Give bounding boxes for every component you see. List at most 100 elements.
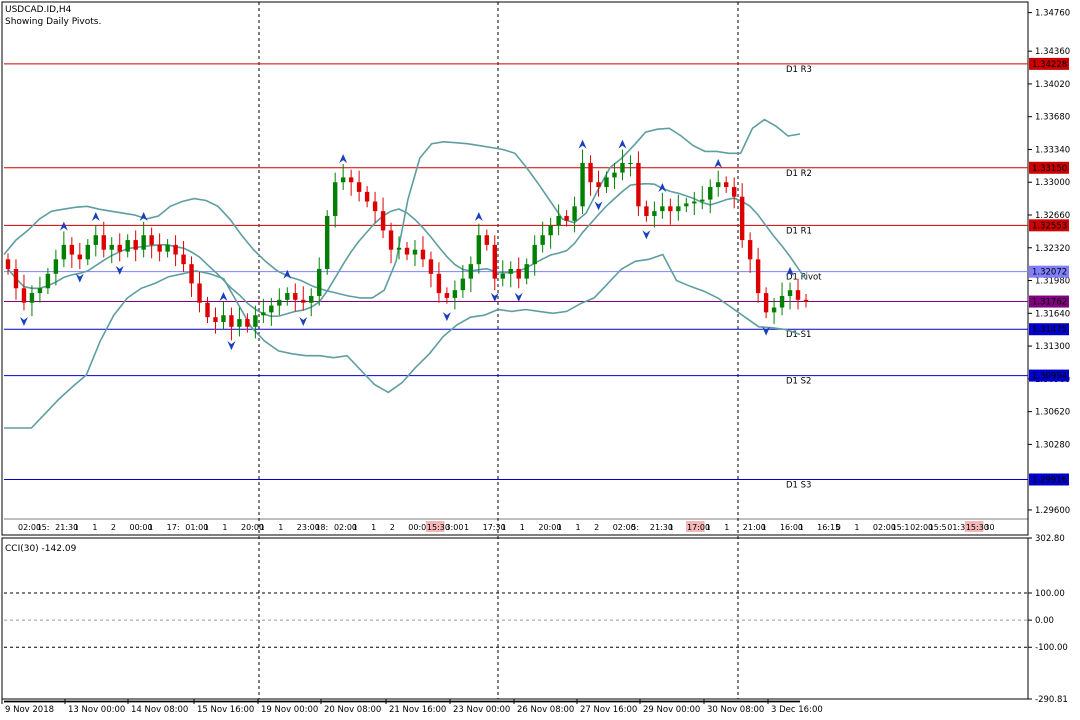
candle-body bbox=[540, 235, 545, 245]
session-label: 02:00 bbox=[334, 523, 357, 532]
session-label: 21:30 bbox=[650, 523, 673, 532]
level-tag-label: 1.30994 bbox=[1032, 372, 1067, 382]
price-axis: 1.34760 1.34360 1.34020 1.33680 1.33340 1.330… bbox=[1028, 9, 1070, 516]
session-label: 15:5 bbox=[929, 523, 947, 532]
level-tag-box bbox=[1029, 369, 1069, 382]
session-label: 1 bbox=[371, 523, 376, 532]
candle-body bbox=[317, 268, 322, 296]
price-tick-label: 1.34020 bbox=[1035, 80, 1070, 90]
price-tick-label: 1.31980 bbox=[1035, 277, 1070, 287]
time-tick-label: 23 Nov 00:00 bbox=[453, 705, 510, 715]
session-label: 3:00 bbox=[445, 523, 463, 532]
session-label: 01:00 bbox=[185, 523, 208, 532]
session-label: 1 bbox=[557, 523, 562, 532]
candle-body bbox=[109, 244, 114, 250]
time-tick-label: 29 Nov 00:00 bbox=[643, 705, 700, 715]
session-label: 1 bbox=[148, 523, 153, 532]
session-label: 1 bbox=[260, 523, 265, 532]
session-label: 1 bbox=[464, 523, 469, 532]
level-tag-label: 1.31762 bbox=[1032, 298, 1067, 308]
session-label: 20:00 bbox=[241, 523, 264, 532]
session-label: 15:1 bbox=[891, 523, 909, 532]
time-tick-label: 13 Nov 00:00 bbox=[68, 705, 125, 715]
price-tick-label: 1.29600 bbox=[1035, 506, 1070, 516]
level-tag-label: 1.33150 bbox=[1032, 164, 1067, 174]
cci-tick-label: -290.81 bbox=[1035, 695, 1068, 705]
candle-body bbox=[444, 293, 450, 298]
session-label: 1 bbox=[204, 523, 209, 532]
price-tick-label: 1.30620 bbox=[1035, 408, 1070, 418]
level-name: D1 R2 bbox=[786, 169, 812, 179]
price-tick-label: 1.32660 bbox=[1035, 211, 1070, 221]
fractal-down-arrow bbox=[642, 230, 651, 240]
candle-body bbox=[596, 182, 601, 188]
level-tag-box bbox=[1029, 57, 1069, 70]
candle-body bbox=[787, 290, 793, 296]
session-label-highlight bbox=[686, 521, 705, 532]
cci-grid bbox=[4, 592, 1028, 648]
cci-tick-label: -100.00 bbox=[1035, 643, 1068, 653]
level-name: D1 R1 bbox=[786, 226, 812, 236]
fractal-up-arrow bbox=[91, 211, 100, 221]
session-label: 17: bbox=[167, 523, 180, 532]
price-tick-label: 1.33000 bbox=[1035, 178, 1070, 188]
session-label: 1 bbox=[668, 523, 673, 532]
candle-body bbox=[755, 259, 761, 294]
session-label: 02:00 bbox=[613, 523, 636, 532]
candle-body bbox=[165, 244, 170, 252]
session-label: 01:30 bbox=[947, 523, 970, 532]
session-label: 5: bbox=[631, 523, 639, 532]
candle-body bbox=[644, 206, 649, 216]
candle-body bbox=[85, 244, 90, 260]
level-tag-box bbox=[1029, 161, 1069, 174]
candle-body bbox=[524, 264, 529, 279]
level-tag-box bbox=[1029, 473, 1069, 486]
level-name: D1 S3 bbox=[786, 480, 811, 490]
candle-body bbox=[356, 182, 362, 192]
session-label: 1 bbox=[576, 523, 581, 532]
time-tick-label: 27 Nov 16:00 bbox=[580, 705, 637, 715]
candle-body bbox=[556, 215, 561, 226]
candle-body bbox=[708, 187, 713, 200]
session-label: 00:00 bbox=[130, 523, 153, 532]
fractal-up-arrow bbox=[786, 266, 795, 276]
session-label-highlight bbox=[964, 521, 984, 532]
candle-body bbox=[293, 293, 298, 300]
candle-body bbox=[77, 254, 83, 260]
time-tick-label: 14 Nov 08:00 bbox=[131, 705, 188, 715]
fractal-down-arrow bbox=[75, 273, 84, 283]
fractal-down-arrow bbox=[227, 341, 236, 351]
candle-body bbox=[500, 273, 505, 279]
fractal-up-arrow bbox=[339, 154, 348, 164]
candle-body bbox=[628, 162, 633, 164]
candle-body bbox=[29, 293, 35, 303]
price-tick-label: 1.32320 bbox=[1035, 244, 1070, 254]
candle-body bbox=[13, 268, 19, 289]
candle-body bbox=[69, 244, 75, 255]
fractal-down-arrow bbox=[514, 292, 523, 302]
candle-body bbox=[340, 177, 346, 183]
candle-body bbox=[213, 317, 218, 322]
session-label: 1 bbox=[74, 523, 79, 532]
session-label: 17:30 bbox=[483, 523, 506, 532]
cci-tick-label: 100.00 bbox=[1035, 589, 1065, 599]
price-tick-label: 1.31300 bbox=[1035, 342, 1070, 352]
candle-body bbox=[101, 235, 106, 250]
cci-tick-label: 302.80 bbox=[1035, 534, 1065, 544]
candle-body bbox=[516, 268, 521, 279]
level-tag-box bbox=[1029, 323, 1069, 336]
time-tick-label: 3 Dec 16:00 bbox=[771, 705, 823, 715]
candle-body bbox=[572, 206, 577, 221]
level-tag-label: 1.32072 bbox=[1032, 268, 1067, 278]
fractal-up-arrow bbox=[474, 211, 483, 221]
candle-body bbox=[668, 206, 673, 212]
candle-body bbox=[731, 187, 737, 197]
candle-body bbox=[428, 259, 434, 274]
candle-body bbox=[61, 244, 67, 260]
level-tag-label: 1.29916 bbox=[1032, 475, 1067, 485]
bollinger-bands bbox=[3, 118, 807, 429]
candle-body bbox=[420, 249, 426, 260]
session-label: 1 bbox=[501, 523, 506, 532]
candle-body bbox=[21, 288, 27, 303]
